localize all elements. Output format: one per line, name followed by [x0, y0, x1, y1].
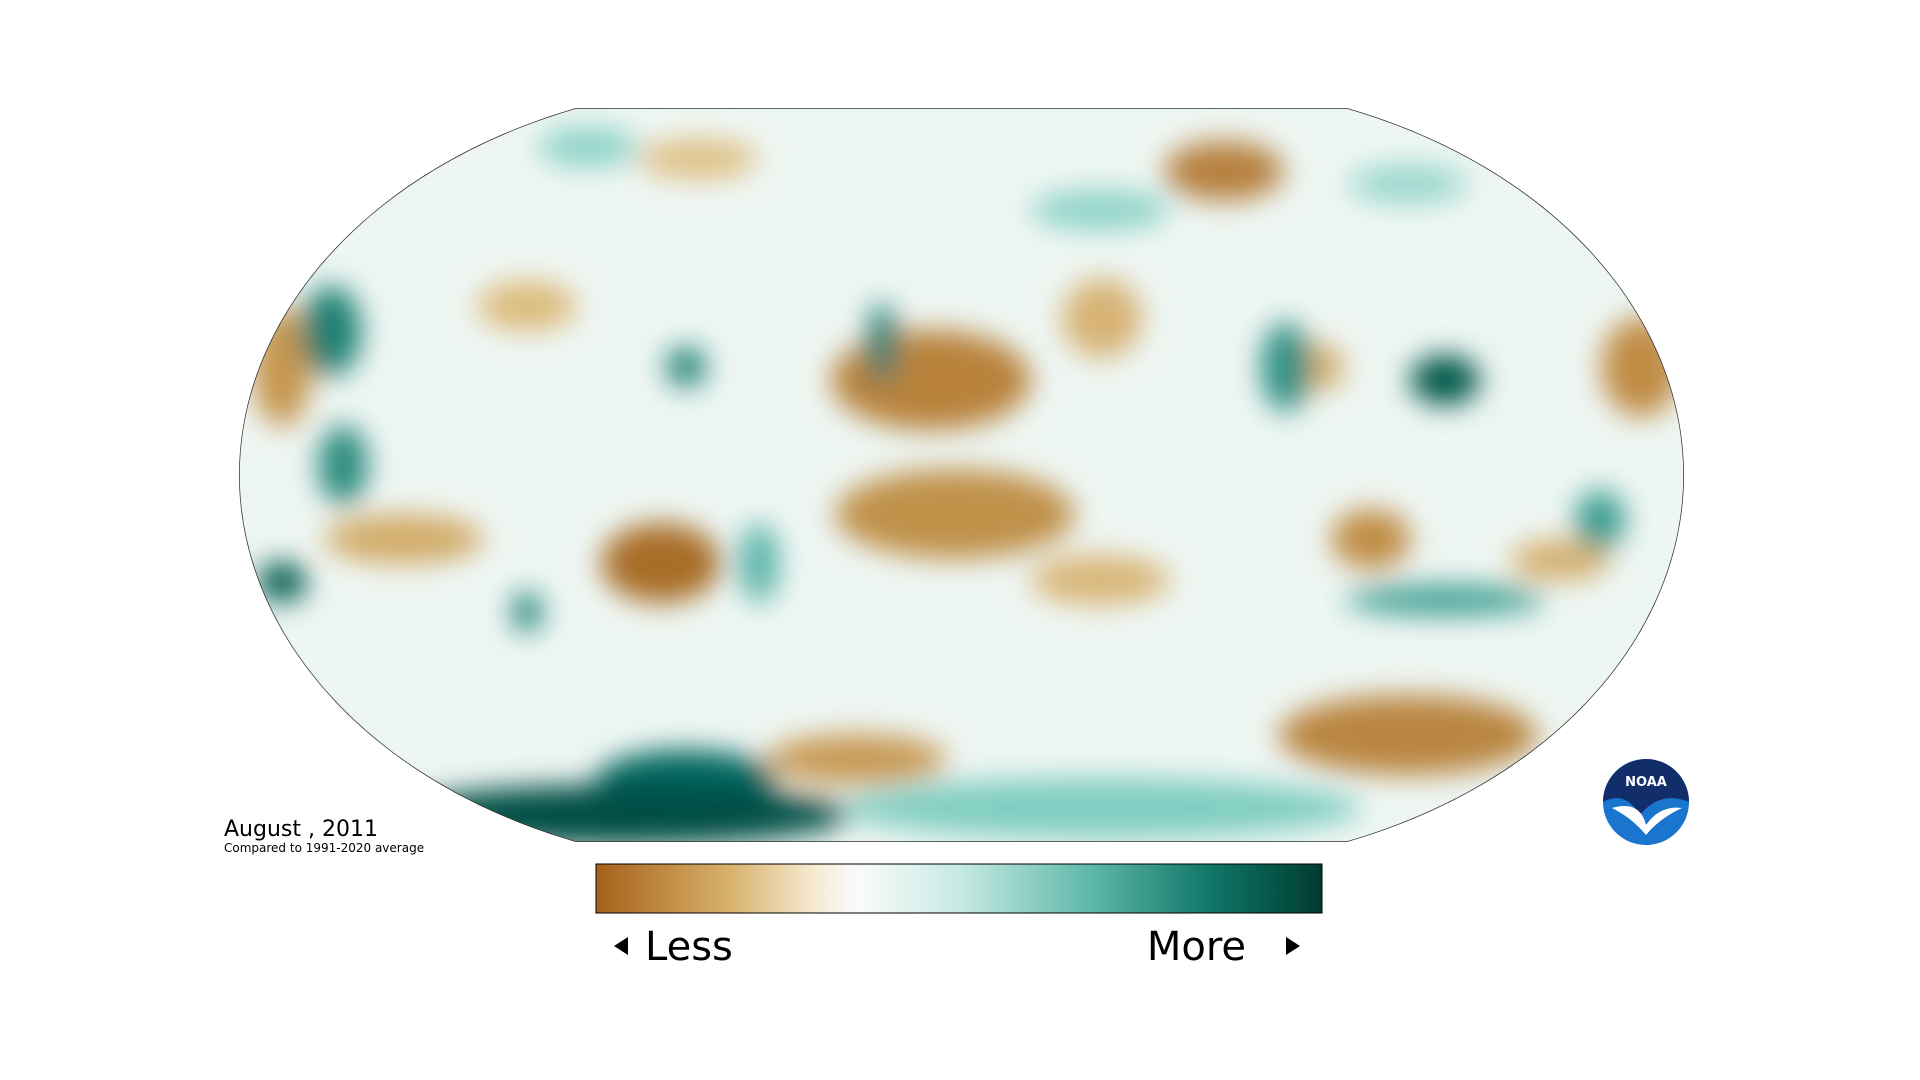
- color-bar: [595, 863, 1323, 914]
- noaa-logo: NOAA: [1603, 759, 1689, 845]
- map-outline: [239, 108, 1684, 842]
- legend-low: Less: [645, 924, 733, 970]
- anomaly-map: [239, 108, 1684, 842]
- arrow-left: [614, 937, 628, 955]
- map-subtitle: Compared to 1991-2020 average: [224, 841, 424, 855]
- legend-high: More: [1147, 924, 1246, 970]
- map-date: August , 2011: [224, 817, 378, 842]
- arrow-right: [1286, 937, 1300, 955]
- logo-label: NOAA: [1625, 775, 1667, 790]
